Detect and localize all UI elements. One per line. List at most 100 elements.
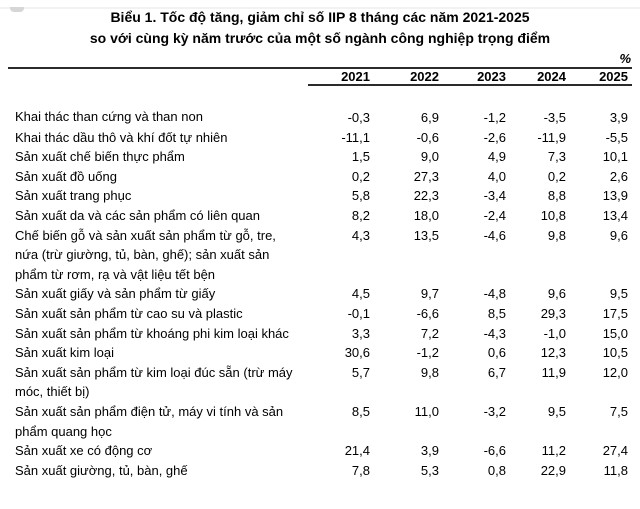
iip-table: 2021 2022 2023 2024 2025 Khai thác than cứng… [8,69,632,480]
industry-label: Sản xuất đồ uống [15,168,117,184]
value-cell: -4,8 [483,286,506,302]
value-cell: 12,3 [540,345,566,361]
top-edge-tab [10,7,24,12]
unit-label: % [619,51,631,66]
table-row: Sản xuất xe có động cơ 21,4 3,9 -6,6 11,2 27,… [8,441,632,461]
value-cell: 9,6 [609,227,628,243]
value-cell: 7,2 [420,325,439,341]
value-cell: -0,1 [347,305,370,321]
value-cell: -3,4 [483,188,506,204]
value-cell: 6,9 [420,110,439,125]
year-column-header: 2025 [570,69,632,86]
value-cell: 30,6 [344,345,370,361]
header-rule [8,67,632,69]
value-cell: 15,0 [602,325,628,341]
table-row: Chế biến gỗ và sản xuất sản phẩm từ gỗ, … [8,226,632,285]
value-cell: -0,6 [416,129,439,145]
value-cell: -11,1 [341,129,370,145]
industry-label: Sản xuất trang phục [15,188,132,204]
value-cell: 1,5 [351,149,370,165]
value-cell: 8,2 [351,207,370,223]
value-cell: 3,9 [420,443,439,459]
value-cell: 11,8 [603,462,628,478]
industry-label: Sản xuất sản phẩm từ kim loại đúc sẵn (t… [15,364,293,400]
value-cell: -6,6 [483,443,506,459]
value-cell: 9,0 [420,149,439,165]
table-row: Sản xuất chế biến thực phẩm 1,5 9,0 4,9 7,3 1… [8,147,632,167]
value-cell: 11,0 [414,403,439,419]
value-cell: 17,5 [602,305,628,321]
industry-label: Sản xuất kim loại [15,345,114,361]
value-cell: 4,5 [351,286,370,302]
year-column-header: 2024 [510,69,570,86]
value-cell: 10,5 [602,345,628,361]
industry-label: Sản xuất giường, tủ, bàn, ghế [15,462,188,478]
value-cell: 5,3 [420,462,439,478]
industry-label: Chế biến gỗ và sản xuất sản phẩm từ gỗ, … [15,227,276,282]
value-cell: 9,7 [420,286,439,302]
value-cell: 12,0 [602,364,628,380]
value-cell: -1,2 [483,110,506,125]
value-cell: 4,0 [487,168,506,184]
table-row: Sản xuất da và các sản phẩm có liên quan… [8,206,632,226]
table-row: Sản xuất giấy và sản phẩm từ giấy 4,5 9,7 -… [8,284,632,304]
value-cell: 6,7 [487,364,506,380]
industry-label: Sản xuất giấy và sản phẩm từ giấy [15,286,216,302]
industry-label: Sản xuất chế biến thực phẩm [15,149,185,165]
industry-label: Khai thác than cứng và than non [15,109,203,124]
table-row: Sản xuất sản phẩm từ cao su và plastic -0… [8,304,632,324]
value-cell: 8,5 [487,305,506,321]
value-cell: -3,5 [543,110,566,125]
value-cell: 27,4 [602,443,628,459]
table-body: Khai thác than cứng và than non -0,3 6,9 -1… [8,85,632,480]
year-header-row: 2021 2022 2023 2024 2025 [8,69,632,86]
value-cell: 10,8 [540,207,566,223]
value-cell: -6,6 [416,305,439,321]
value-cell: 2,6 [609,168,628,184]
value-cell: 9,5 [547,403,566,419]
value-cell: -0,3 [347,110,370,125]
value-cell: -4,3 [483,325,506,341]
value-cell: -2,6 [483,129,506,145]
value-cell: 0,6 [487,345,506,361]
industry-label: Sản xuất sản phẩm từ cao su và plastic [15,305,243,321]
value-cell: 0,2 [547,168,566,184]
label-column-header [8,69,308,85]
table-title: Biểu 1. Tốc độ tăng, giảm chỉ số IIP 8 t… [10,7,630,49]
value-cell: 27,3 [413,168,439,184]
value-cell: -1,2 [416,345,439,361]
value-cell: 0,8 [487,462,506,478]
industry-label: Sản xuất sản phẩm từ khoáng phi kim loại… [15,325,289,341]
value-cell: -3,2 [483,403,506,419]
value-cell: 13,9 [602,188,628,204]
value-cell: 4,3 [351,227,370,243]
title-line-1: Biểu 1. Tốc độ tăng, giảm chỉ số IIP 8 t… [110,9,530,25]
table-row: Sản xuất trang phục 5,8 22,3 -3,4 8,8 13,9 [8,186,632,206]
value-cell: -11,9 [537,129,566,145]
value-cell: 5,8 [351,188,370,204]
industry-label: Sản xuất sản phẩm điện tử, máy vi tính v… [15,403,284,439]
value-cell: 22,9 [540,462,566,478]
value-cell: 22,3 [413,188,439,204]
value-cell: 13,5 [413,227,439,243]
value-cell: 13,4 [602,207,628,223]
industry-label: Sản xuất da và các sản phẩm có liên quan [15,207,260,223]
industry-label: Sản xuất xe có động cơ [15,443,153,459]
year-column-header: 2022 [374,69,443,86]
value-cell: 18,0 [413,207,439,223]
table-row: Sản xuất đồ uống 0,2 27,3 4,0 0,2 2,6 [8,167,632,187]
value-cell: 10,1 [602,149,628,165]
value-cell: 7,8 [351,462,370,478]
value-cell: -4,6 [483,227,506,243]
table-row: Khai thác dầu thô và khí đốt tự nhiên -11… [8,128,632,148]
value-cell: 4,9 [487,149,506,165]
value-cell: 8,8 [547,188,566,204]
value-cell: -2,4 [483,207,506,223]
value-cell: 11,9 [541,364,566,380]
table-row: Sản xuất giường, tủ, bàn, ghế 7,8 5,3 0,8 22… [8,461,632,481]
value-cell: -1,0 [543,325,566,341]
table-row: Sản xuất sản phẩm từ khoáng phi kim loại… [8,324,632,344]
title-line-2: so với cùng kỳ năm trước của một số ngàn… [89,30,551,46]
value-cell: 9,8 [420,364,439,380]
table-row: Khai thác than cứng và than non -0,3 6,9 -1… [8,85,632,128]
